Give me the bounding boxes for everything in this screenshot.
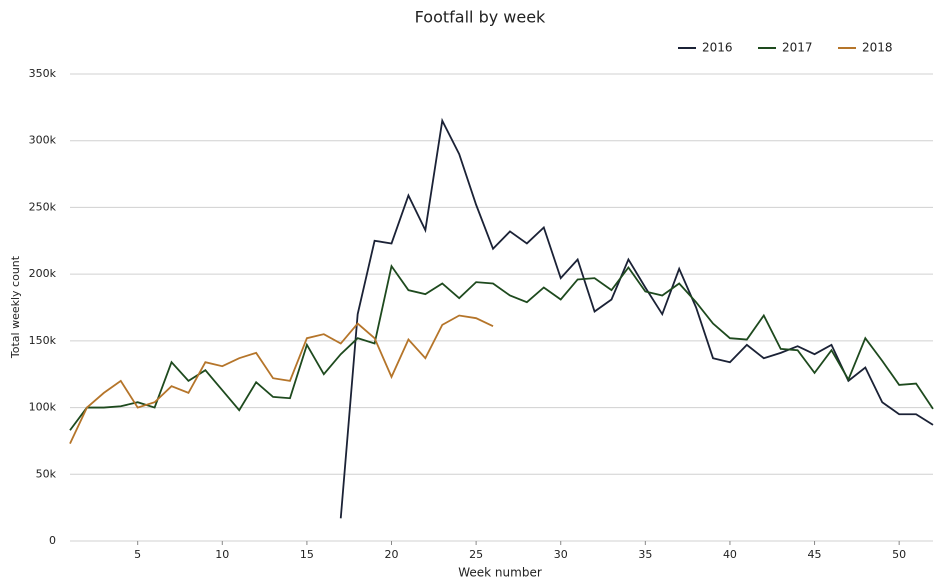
x-tick-label: 20 [385,548,399,561]
legend-label: 2018 [862,41,893,55]
x-tick-label: 50 [892,548,906,561]
x-tick-label: 40 [723,548,737,561]
series-line [69,263,934,431]
y-axis-label: Total weekly count [9,255,22,359]
y-tick-label: 0 [49,534,56,547]
y-tick-label: 50k [36,467,57,480]
series-line [69,314,494,444]
x-tick-label: 10 [215,548,229,561]
y-tick-label: 300k [29,134,57,147]
x-tick-label: 25 [469,548,483,561]
chart-title: Footfall by week [415,8,546,27]
series-line [339,117,934,519]
legend-label: 2016 [702,41,733,55]
y-tick-label: 200k [29,267,57,280]
y-tick-label: 250k [29,200,57,213]
x-tick-label: 35 [638,548,652,561]
x-tick-label: 15 [300,548,314,561]
y-tick-label: 350k [29,67,57,80]
x-tick-label: 5 [134,548,141,561]
x-tick-label: 45 [808,548,822,561]
x-tick-label: 30 [554,548,568,561]
x-axis-label: Week number [458,566,542,580]
y-tick-label: 150k [29,334,57,347]
legend-label: 2017 [782,41,813,55]
y-tick-label: 100k [29,401,57,414]
